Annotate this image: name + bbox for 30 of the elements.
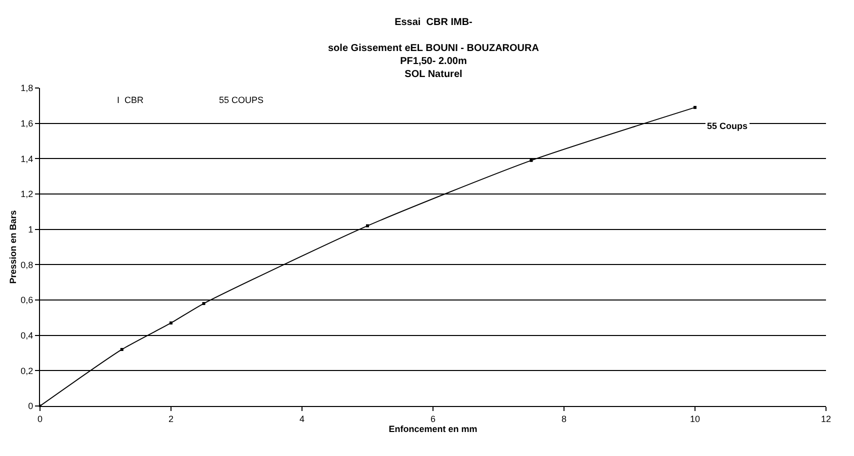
x-tick-label: 12 bbox=[820, 414, 832, 424]
y-tick-label: 1,2 bbox=[20, 189, 34, 200]
y-tick-label: 0,8 bbox=[20, 260, 34, 270]
point bbox=[170, 321, 172, 324]
chart-subtitle: sole Gissement eEL BOUNI - BOUZAROURA PF1,50- 2.00m SOL Naturel bbox=[328, 43, 539, 80]
point bbox=[202, 302, 206, 306]
series-label: 55 Coups bbox=[707, 121, 748, 131]
point bbox=[530, 158, 533, 162]
x-axis-title: Enfoncement en mm bbox=[388, 424, 478, 434]
annotation: 55 COUPS bbox=[219, 95, 264, 105]
x-tick-label: 8 bbox=[561, 414, 567, 424]
y-tick-label: 1 bbox=[28, 224, 34, 234]
y-tick-label: 1,8 bbox=[20, 83, 34, 94]
point bbox=[694, 106, 696, 109]
x-tick-label: 2 bbox=[168, 414, 174, 424]
annotation: I CBR bbox=[117, 95, 144, 105]
x-tick-label: 4 bbox=[299, 414, 305, 424]
point bbox=[366, 224, 369, 228]
y-tick-label: 0,2 bbox=[20, 366, 34, 376]
y-tick-label: 1,4 bbox=[20, 154, 34, 164]
y-axis-title: Pression en Bars bbox=[8, 210, 18, 284]
chart-title: Essai CBR IMB- bbox=[394, 17, 472, 28]
x-tick-label: 6 bbox=[430, 414, 436, 424]
point bbox=[120, 348, 124, 351]
y-tick-label: 1,6 bbox=[20, 118, 34, 128]
x-tick-label: 10 bbox=[690, 414, 700, 424]
y-tick-label: 0 bbox=[28, 401, 34, 412]
x-tick-label: 0 bbox=[37, 414, 43, 424]
y-tick-label: 0,6 bbox=[20, 295, 34, 306]
y-tick-label: 0,4 bbox=[20, 330, 34, 340]
